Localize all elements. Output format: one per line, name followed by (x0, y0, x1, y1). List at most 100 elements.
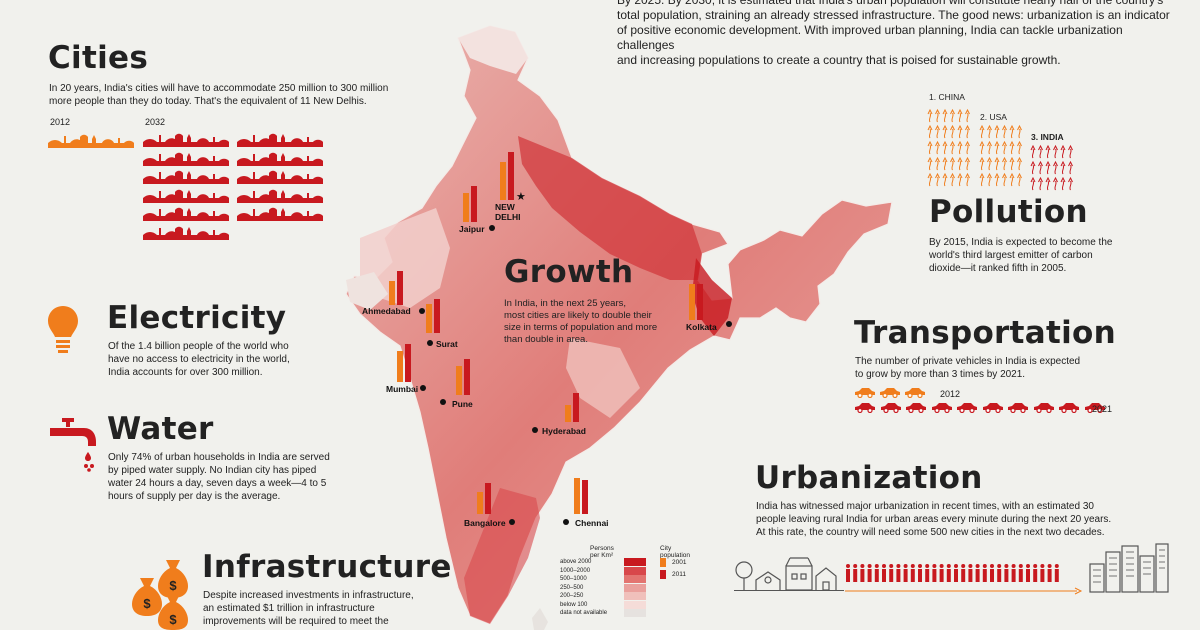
city-bar-2011 (508, 152, 514, 200)
person-icon (853, 564, 858, 582)
co2-arrow-icon (927, 108, 933, 123)
person-icon (1011, 564, 1016, 582)
car-icon (905, 388, 925, 398)
co2-arrow-icon (935, 124, 940, 139)
pollution-title: Pollution (929, 194, 1088, 230)
density-legend-row: 500–1000 (560, 575, 646, 584)
co2-arrow-icon (987, 124, 992, 139)
co2-arrow-icon (1038, 176, 1043, 191)
svg-text:$: $ (169, 612, 177, 627)
person-icon (1033, 564, 1038, 582)
city-bar-2011 (397, 271, 403, 305)
city-dot (532, 427, 538, 433)
water-title: Water (107, 411, 214, 447)
co2-arrow-icon (1009, 124, 1015, 139)
transport-year-2021: 2021 (1092, 404, 1113, 414)
city-label: Mumbai (386, 384, 419, 394)
city-bar-2011 (405, 344, 411, 382)
co2-arrow-icon (957, 172, 963, 187)
co2-arrow-icon (979, 172, 985, 187)
pollution-line: world's third largest emitter of carbon (929, 250, 1093, 261)
co2-arrow-icon (950, 140, 955, 155)
co2-arrow-icon (942, 124, 948, 139)
co2-arrow-icon (965, 172, 970, 187)
transportation-line: to grow by more than 3 times by 2021. (855, 369, 1026, 380)
cities-title: Cities (48, 40, 149, 76)
svg-text:$: $ (143, 596, 151, 611)
electricity-line: Of the 1.4 billion people of the world w… (108, 341, 289, 352)
intro-line: of positive economic development. With i… (617, 23, 1123, 52)
co2-arrow-icon (950, 172, 955, 187)
skyline-icon (143, 207, 229, 221)
map-light-region-kutch (346, 272, 388, 310)
water-line: Only 74% of urban households in India ar… (108, 452, 330, 463)
growth-line: most cities are likely to double their (504, 310, 652, 321)
co2-arrow-icon (927, 156, 933, 171)
city-bar-2011 (582, 480, 588, 514)
co2-arrow-icon (1002, 156, 1007, 171)
person-icon (846, 564, 850, 582)
transportation-line: The number of private vehicles in India … (855, 356, 1081, 367)
city-bar-2001 (397, 351, 403, 382)
person-icon (990, 564, 994, 582)
car-icon (880, 388, 900, 398)
density-legend-label: 250–500 (560, 584, 584, 591)
density-legend-row: 250–500 (560, 583, 646, 593)
cities-year-2012: 2012 (50, 117, 71, 127)
pollution-rank-usa: 2. USA (980, 112, 1007, 122)
co2-arrow-icon (950, 124, 955, 139)
co2-arrow-icon (1030, 144, 1036, 159)
skyline-icon (48, 134, 134, 148)
co2-arrow-icon (1017, 124, 1022, 139)
co2-arrow-icon (1002, 140, 1007, 155)
city-skyline-icon (1089, 543, 1169, 593)
skyline-icon (237, 207, 323, 221)
cities-year-2032: 2032 (145, 117, 166, 127)
co2-arrow-icon (1009, 156, 1015, 171)
density-legend-swatch (624, 583, 646, 592)
rural-village-icon (734, 557, 844, 591)
co2-arrow-icon (979, 140, 985, 155)
city-bar-2001 (689, 284, 695, 320)
transportation-text: The number of private vehicles in India … (855, 355, 1080, 381)
skyline-icon (143, 133, 229, 147)
co2-arrow-icon (965, 140, 970, 155)
pollution-line: dioxide—it ranked fifth in 2005. (929, 263, 1067, 274)
skyline-icon (237, 152, 323, 166)
water-line: by piped water supply. No Indian city ha… (108, 465, 317, 476)
density-legend-row: 1000–2000 (560, 566, 646, 576)
city-bar-2011 (471, 186, 477, 222)
density-legend-swatch (624, 558, 646, 567)
city-bar-2001 (565, 405, 571, 422)
city-label: NEW DELHI (495, 202, 521, 222)
car-icon (982, 403, 1003, 413)
city-bar-2011 (697, 284, 703, 320)
co2-arrow-icon (1045, 176, 1051, 191)
water-tap-icon (50, 418, 96, 472)
co2-arrow-icon (1068, 160, 1073, 175)
infrastructure-line: improvements will be required to meet th… (203, 616, 389, 627)
city-dot (420, 385, 426, 391)
co2-arrow-icon (935, 172, 940, 187)
person-icon (882, 564, 886, 582)
car-icon (906, 403, 926, 413)
density-legend-swatch (624, 600, 646, 609)
skyline-icon (143, 170, 229, 184)
co2-arrow-icon (994, 156, 1000, 171)
car-icon (1008, 403, 1028, 413)
map-dense-region-south (464, 488, 540, 624)
city-dot (440, 399, 446, 405)
skyline-icon (143, 189, 229, 203)
person-icon (939, 564, 944, 582)
car-icon (855, 403, 875, 413)
skyline-icon (143, 152, 229, 166)
co2-arrow-icon (935, 156, 940, 171)
city-label: Jaipur (459, 224, 485, 234)
co2-arrow-icon (994, 140, 1000, 155)
co2-arrow-icon (935, 140, 940, 155)
city-bar-2001 (500, 162, 506, 200)
person-icon (874, 564, 879, 582)
water-line: water 24 hours a day, seven days a week—… (108, 478, 327, 489)
city-dot (726, 321, 732, 327)
city-label: Pune (452, 399, 473, 409)
